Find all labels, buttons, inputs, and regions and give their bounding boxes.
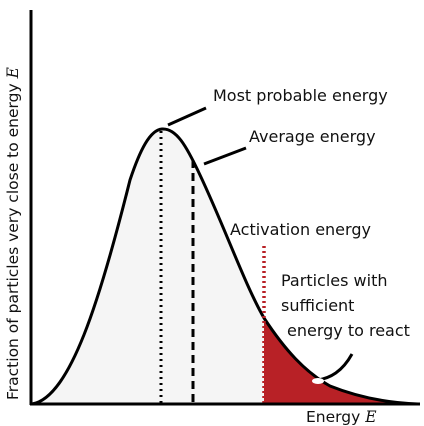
average-leader <box>203 146 247 166</box>
particles-label-line2: sufficient <box>281 296 354 315</box>
y-axis-label: Fraction of particles very close to ener… <box>4 66 22 400</box>
activation-energy-label: Activation energy <box>230 220 371 239</box>
particles-label-line3: energy to react <box>287 321 410 340</box>
reacting-particles-area <box>264 318 418 404</box>
most-probable-label: Most probable energy <box>213 86 388 105</box>
particles-leader <box>317 353 354 382</box>
particles-leader-tip <box>312 378 324 384</box>
curve-area <box>32 128 264 404</box>
most-probable-leader <box>167 106 207 127</box>
particles-label-line1: Particles with <box>281 271 387 290</box>
distribution-curve <box>31 127 419 406</box>
x-axis-label: Energy E <box>306 408 377 426</box>
average-energy-label: Average energy <box>249 127 376 146</box>
